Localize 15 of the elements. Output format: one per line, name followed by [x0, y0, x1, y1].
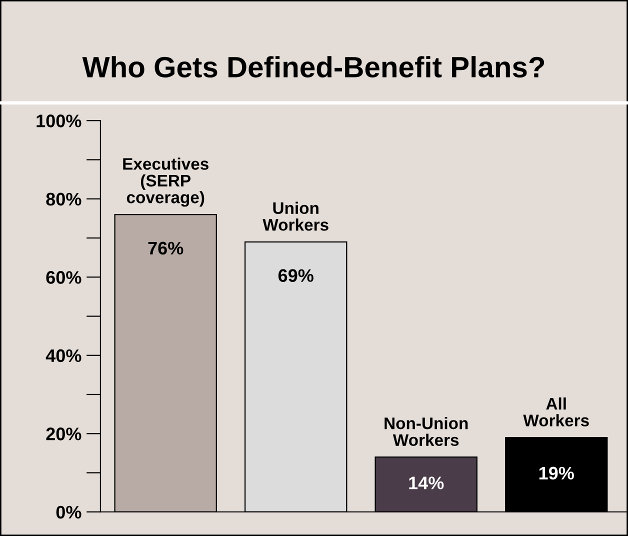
y-tick-label: 40% [46, 349, 82, 362]
data-label: 14% [409, 476, 444, 490]
data-label: 76% [148, 242, 184, 255]
data-label: 69% [278, 269, 314, 282]
x-tick-label: Union Workers [262, 202, 328, 231]
y-tick-label: 80% [46, 192, 82, 206]
y-tick-label: 20% [46, 428, 82, 440]
y-tick-label: 60% [46, 271, 82, 284]
chart-title: Who Gets Defined-Benefit Plans? [82, 56, 544, 78]
x-tick-label: Executives (SERP coverage) [123, 158, 208, 207]
x-tick-label: All Workers [523, 397, 589, 426]
y-tick-label: 100% [36, 114, 82, 128]
data-label: 19% [539, 466, 574, 480]
y-tick-label: 0% [56, 506, 82, 519]
x-tick-label: Non-Union Workers [384, 416, 468, 446]
